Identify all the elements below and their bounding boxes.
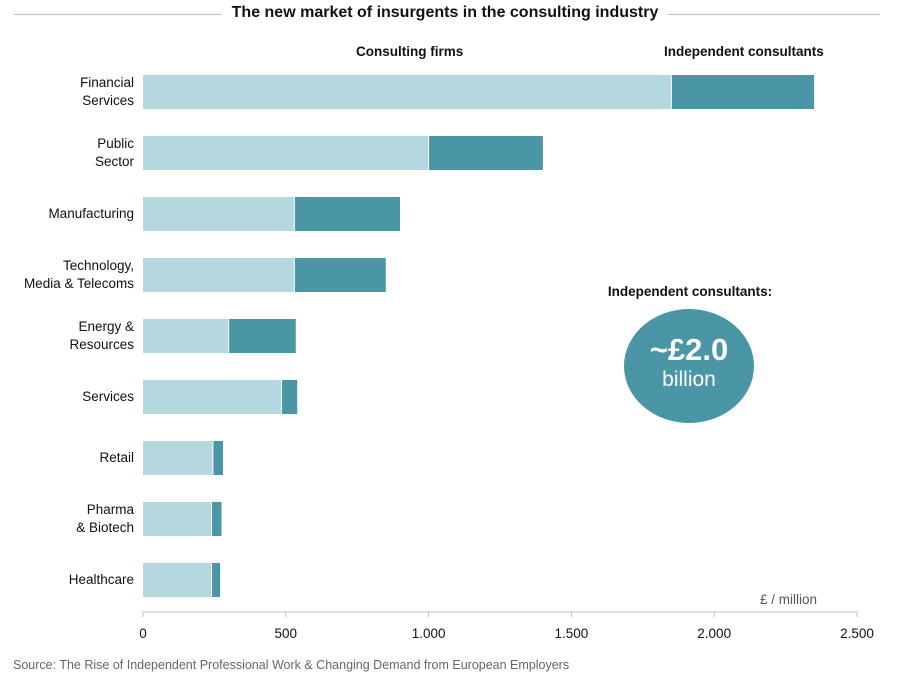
bar-independent-consultants <box>228 319 296 353</box>
x-tick-label: 2.000 <box>697 626 732 641</box>
category-label: Energy & Resources <box>69 319 134 352</box>
legend-independent-consultants: Independent consultants <box>664 44 824 59</box>
bar-consulting-firms <box>143 258 295 292</box>
bar-independent-consultants <box>671 75 815 109</box>
category-label: Retail <box>99 450 134 465</box>
title-rule-right <box>668 14 880 15</box>
callout-title: Independent consultants: <box>607 284 773 299</box>
category-label: Technology, Media & Telecoms <box>23 258 134 291</box>
bar-consulting-firms <box>143 75 672 109</box>
legend-consulting-firms: Consulting firms <box>356 44 464 59</box>
chart-title: The new market of insurgents in the cons… <box>231 4 659 21</box>
bar-independent-consultants <box>294 258 386 292</box>
bar-consulting-firms <box>143 319 229 353</box>
title-rule-left <box>14 14 222 15</box>
x-tick-label: 500 <box>274 626 298 641</box>
bar-consulting-firms <box>143 380 282 414</box>
unit-label: £ / million <box>760 592 818 607</box>
bar-independent-consultants <box>212 441 223 475</box>
source-note: Source: The Rise of Independent Professi… <box>13 658 570 672</box>
x-tick-label: 2.500 <box>840 626 874 641</box>
bar-independent-consultants <box>428 136 543 170</box>
bar-independent-consultants <box>281 380 298 414</box>
bar-independent-consultants <box>211 502 222 536</box>
category-label: Healthcare <box>68 572 134 587</box>
bar-consulting-firms <box>143 441 213 475</box>
bar-consulting-firms <box>143 197 295 231</box>
x-tick-label: 1.000 <box>411 626 446 641</box>
category-label: Pharma & Biotech <box>76 502 134 535</box>
bar-independent-consultants <box>294 197 401 231</box>
bar-consulting-firms <box>143 563 212 597</box>
callout-bubble: ~£2.0 billion <box>624 309 754 423</box>
category-label: Public Sector <box>94 136 134 169</box>
category-label: Financial Services <box>79 75 134 108</box>
callout-unit: billion <box>662 368 716 391</box>
category-label: Manufacturing <box>48 206 134 221</box>
bar-consulting-firms <box>143 136 429 170</box>
x-tick-label: 1.500 <box>554 626 589 641</box>
bar-independent-consultants <box>211 563 221 597</box>
x-tick-label: 0 <box>139 626 147 641</box>
bar-consulting-firms <box>143 502 212 536</box>
callout-value: ~£2.0 <box>649 332 729 367</box>
category-label: Services <box>82 389 134 404</box>
